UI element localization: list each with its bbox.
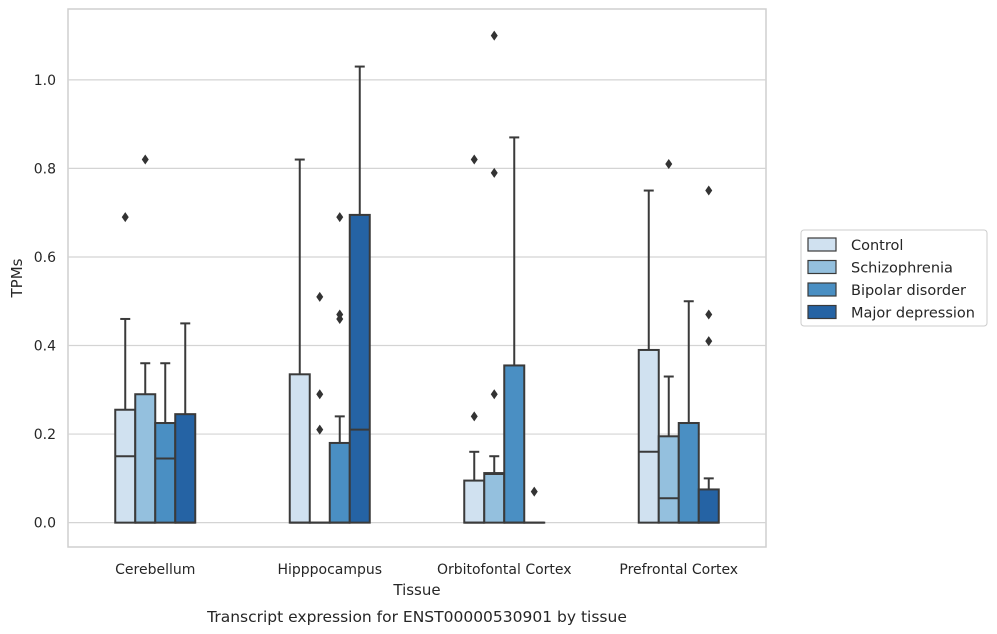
outlier-point [705, 309, 713, 320]
box-iqr [288, 373, 311, 524]
box-major-depression [348, 65, 371, 524]
box-major-depression [174, 322, 197, 524]
chart-caption: Transcript expression for ENST0000053090… [206, 608, 627, 626]
y-tick-label: 0.2 [34, 427, 56, 443]
box-iqr [483, 472, 506, 524]
box-iqr [134, 393, 157, 524]
x-tick-label: Orbitofontal Cortex [437, 562, 572, 578]
outlier-point [490, 167, 498, 178]
outlier-point [470, 154, 478, 165]
outlier-point [530, 486, 538, 497]
legend-swatch [807, 259, 837, 275]
box-iqr [328, 441, 351, 524]
x-tick-label: Prefrontal Cortex [619, 562, 738, 578]
legend-swatch [807, 304, 837, 320]
box-iqr [174, 413, 197, 524]
x-axis-ticks: Cerebellum Hipppocampus Orbitofontal Corte… [115, 562, 738, 578]
box-major-depression [697, 185, 720, 524]
outlier-point [705, 336, 713, 347]
box-iqr [677, 422, 700, 524]
outlier-point [490, 389, 498, 400]
outlier-point [705, 185, 713, 196]
box-control [114, 212, 137, 524]
outlier-point [316, 291, 324, 302]
outlier-point [336, 212, 344, 223]
y-tick-label: 0.0 [34, 516, 56, 532]
y-tick-label: 0.8 [34, 161, 56, 177]
box-schizophrenia [657, 158, 680, 524]
y-tick-label: 0.4 [34, 339, 56, 355]
legend-label: Schizophrenia [851, 261, 953, 277]
outlier-point [336, 309, 344, 320]
legend-label: Major depression [851, 306, 975, 322]
box-iqr [697, 488, 720, 524]
box-bipolar-disorder [154, 362, 177, 524]
legend-swatch [807, 237, 837, 252]
box-iqr [154, 422, 177, 524]
legend-swatch [807, 282, 837, 297]
y-tick-label: 1.0 [34, 73, 56, 89]
box-bipolar-disorder [677, 300, 700, 524]
legend-items: Control Schizophrenia Bipolar disorder Majo… [807, 237, 975, 322]
x-tick-label: Cerebellum [115, 562, 195, 578]
legend-frame [800, 229, 988, 327]
box-iqr [637, 348, 660, 524]
x-axis-label: Tissue [392, 581, 440, 599]
outlier-point [316, 389, 324, 400]
outlier-point [470, 411, 478, 422]
y-axis-ticks: 0.0 0.2 0.4 0.6 0.8 1.0 [34, 73, 56, 532]
box-control [288, 158, 311, 524]
outlier-point [141, 154, 149, 165]
x-tick-label: Hipppocampus [277, 562, 382, 578]
box-iqr [348, 213, 371, 524]
outlier-point [121, 212, 129, 223]
y-axis-label: TPMs [8, 258, 26, 298]
box-schizophrenia [134, 154, 157, 524]
legend-label: Bipolar disorder [851, 283, 966, 299]
legend: Control Schizophrenia Bipolar disorder Majo… [800, 229, 988, 327]
box-major-depression [523, 486, 546, 524]
legend-label: Control [851, 238, 903, 254]
box-iqr [114, 408, 137, 524]
boxes [114, 30, 720, 524]
box-iqr [657, 435, 680, 524]
box-iqr [463, 479, 486, 524]
y-tick-label: 0.6 [34, 250, 56, 266]
box-bipolar-disorder [503, 136, 526, 524]
outlier-point [490, 30, 498, 41]
box-iqr [503, 364, 526, 524]
outlier-point [665, 158, 673, 169]
outlier-point [316, 424, 324, 435]
